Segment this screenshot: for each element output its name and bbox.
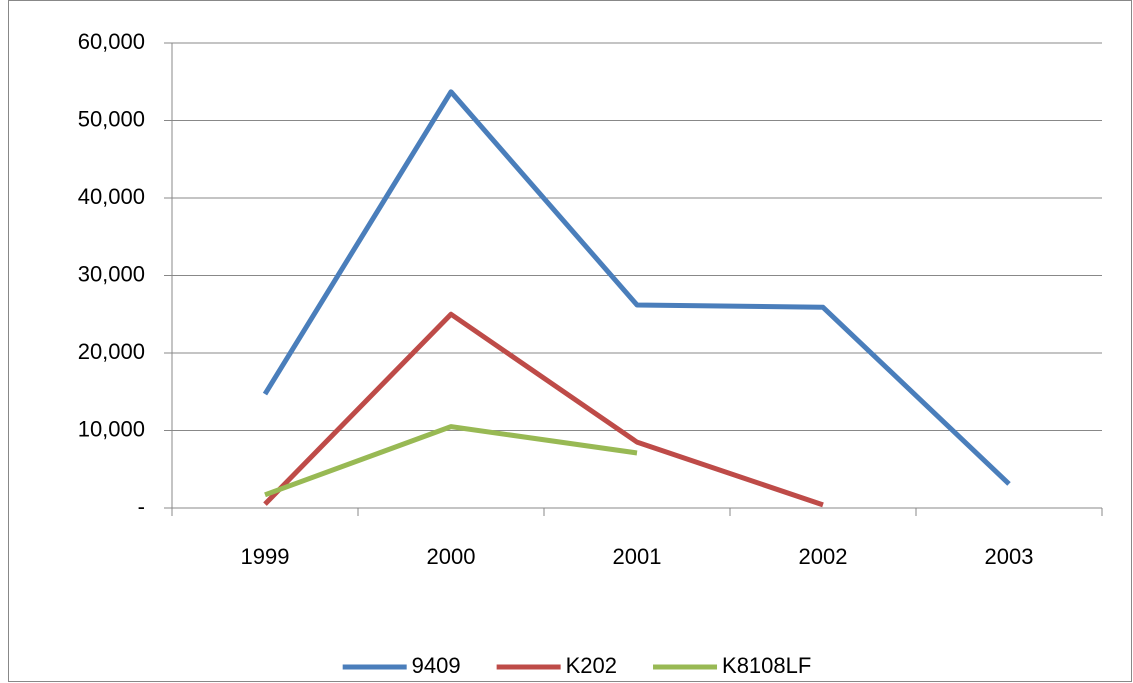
legend-label: K8108LF: [722, 653, 811, 678]
y-tick-label: 30,000: [78, 261, 145, 286]
series-line: [264, 424, 638, 498]
x-tick-label: 2001: [613, 544, 662, 569]
x-tick-label: 2003: [985, 544, 1034, 569]
x-tick-label: 1999: [241, 544, 290, 569]
y-tick-label: -: [138, 494, 145, 519]
x-tick-label: 2002: [799, 544, 848, 569]
y-tick-label: 40,000: [78, 184, 145, 209]
x-tick-label: 2000: [427, 544, 476, 569]
series-line: [262, 89, 1011, 486]
legend-label: 9409: [412, 653, 461, 678]
series-line: [263, 311, 824, 508]
legend-label: K202: [566, 653, 617, 678]
y-tick-label: 60,000: [78, 29, 145, 54]
chart-frame: [8, 0, 1132, 682]
y-tick-label: 10,000: [78, 416, 145, 441]
y-tick-label: 50,000: [78, 106, 145, 131]
y-tick-label: 20,000: [78, 339, 145, 364]
